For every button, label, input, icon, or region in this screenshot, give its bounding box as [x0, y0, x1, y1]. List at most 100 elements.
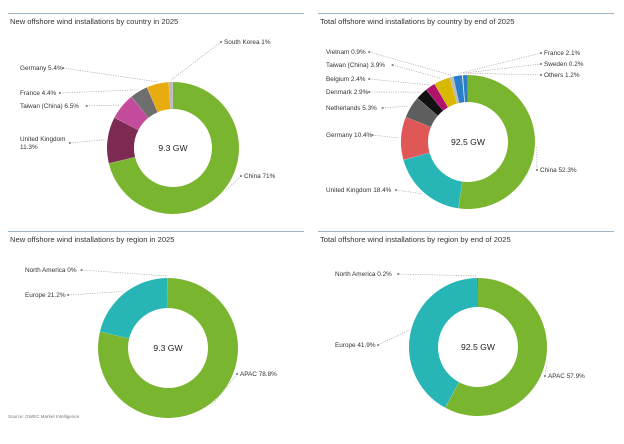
slice-label: Germany 5.4% — [20, 65, 63, 72]
slice-label: Europe 21.2% — [25, 292, 66, 299]
slice-label: Germany 10.4% — [326, 132, 372, 139]
slice-europe-2 — [99, 278, 168, 339]
panel-1-rule — [8, 13, 304, 14]
slice-apac-2 — [97, 278, 238, 418]
leader-line — [69, 139, 106, 144]
center-total-label: 92.5 GW — [461, 342, 496, 352]
leader-dot — [535, 168, 539, 172]
slice-label: North America 0% — [25, 267, 77, 274]
leader-line — [378, 329, 410, 346]
leader-line — [382, 105, 410, 109]
slice-france-1 — [453, 75, 465, 103]
slice-germany-1 — [401, 117, 431, 160]
leader-line — [369, 78, 430, 86]
slice-label: Netherlands 5.3% — [326, 105, 377, 112]
panel-3-title: New offshore wind installations by regio… — [10, 235, 175, 244]
slice-china-1 — [458, 75, 536, 210]
leader-line — [395, 189, 423, 195]
leader-dot — [85, 104, 88, 108]
panel-3-rule — [8, 231, 304, 232]
slice-europe-3 — [409, 278, 478, 408]
slice-label: Others 1.2% — [544, 72, 580, 79]
slice-label: APAC 57.9% — [548, 373, 585, 380]
leader-dot — [539, 51, 543, 55]
leader-dot — [68, 141, 71, 145]
center-total-label: 92.5 GW — [451, 137, 486, 147]
leader-line — [81, 269, 169, 277]
slice-united-kingdom-0 — [107, 117, 139, 164]
leader-line — [465, 72, 542, 76]
slice-label: Taiwan (China) 3.9% — [326, 62, 385, 69]
leader-dot — [219, 40, 223, 44]
leader-dot — [58, 91, 61, 95]
leader-dot — [368, 50, 371, 54]
leader-dot — [397, 272, 400, 276]
panel-4-rule — [318, 231, 614, 232]
leader-dot — [62, 66, 65, 70]
slice-vietnam-1 — [449, 76, 460, 104]
slice-denmark-1 — [417, 89, 443, 116]
slice-united-kingdom-1 — [403, 152, 463, 209]
slice-label: APAC 78.8% — [240, 371, 277, 378]
leader-line — [398, 273, 478, 277]
slice-south-korea-0 — [168, 82, 173, 110]
panel-1-title: New offshore wind installations by count… — [10, 17, 179, 26]
leader-dot — [368, 90, 371, 94]
slice-label: Vietnam 0.9% — [326, 49, 366, 56]
leader-dot — [80, 268, 83, 272]
slice-label: Europe 41.9% — [335, 342, 376, 349]
slice-label: China 52.3% — [540, 167, 577, 174]
leader-line — [63, 67, 158, 83]
leader-dot — [371, 133, 374, 137]
slice-others-1 — [462, 75, 468, 103]
slice-label: Belgium 2.4% — [326, 76, 366, 83]
slice-china-0 — [108, 82, 239, 215]
leader-dot — [543, 374, 547, 378]
slice-label: China 71% — [244, 173, 276, 180]
leader-dot — [394, 188, 398, 192]
slice-germany-0 — [147, 82, 171, 113]
leader-line — [68, 291, 124, 296]
leader-dot — [377, 343, 380, 347]
leader-dot — [368, 77, 371, 81]
slice-apac-3 — [445, 278, 547, 416]
leader-line — [86, 104, 121, 107]
panel-2-rule — [318, 13, 614, 14]
slice-label: France 4.4% — [20, 90, 57, 97]
slice-label: France 2.1% — [544, 50, 581, 57]
leader-line — [170, 41, 222, 81]
panel-4-title: Total offshore wind installations by reg… — [320, 235, 511, 244]
slice-label: Sweden 0.2% — [544, 61, 584, 68]
leader-dot — [239, 174, 243, 178]
slice-taiwan-china--0 — [114, 96, 149, 131]
leader-line — [226, 175, 242, 191]
leader-dot — [235, 372, 239, 376]
leader-dot — [67, 293, 70, 297]
slice-label: South Korea 1% — [224, 39, 271, 46]
slice-label: United Kingdom 11.3% — [20, 136, 65, 151]
panel-2-title: Total offshore wind installations by cou… — [320, 17, 515, 26]
leader-dot — [391, 63, 394, 67]
slice-label: Taiwan (China) 6.5% — [20, 103, 79, 110]
leader-line — [212, 373, 238, 405]
leader-line — [457, 52, 542, 75]
slice-france-0 — [131, 87, 158, 118]
leader-line — [372, 134, 400, 139]
leader-dot — [539, 73, 543, 77]
leader-line — [392, 64, 442, 79]
slice-label: United Kingdom 18.4% — [326, 187, 392, 194]
leader-line — [544, 364, 548, 377]
leader-dot — [381, 106, 384, 110]
slice-sweden-1 — [462, 75, 465, 103]
slice-label: North America 0.2% — [335, 271, 392, 278]
center-total-label: 9.3 GW — [158, 143, 188, 153]
source-note: Source: GWEC Market Intelligence — [8, 414, 80, 419]
slice-north-america-3 — [477, 278, 478, 308]
leader-line — [59, 89, 138, 94]
center-total-label: 9.3 GW — [153, 343, 183, 353]
leader-line — [462, 63, 542, 74]
leader-dot — [539, 62, 543, 66]
slice-label: Denmark 2.9% — [326, 89, 369, 96]
slice-taiwan-china--1 — [434, 77, 457, 108]
